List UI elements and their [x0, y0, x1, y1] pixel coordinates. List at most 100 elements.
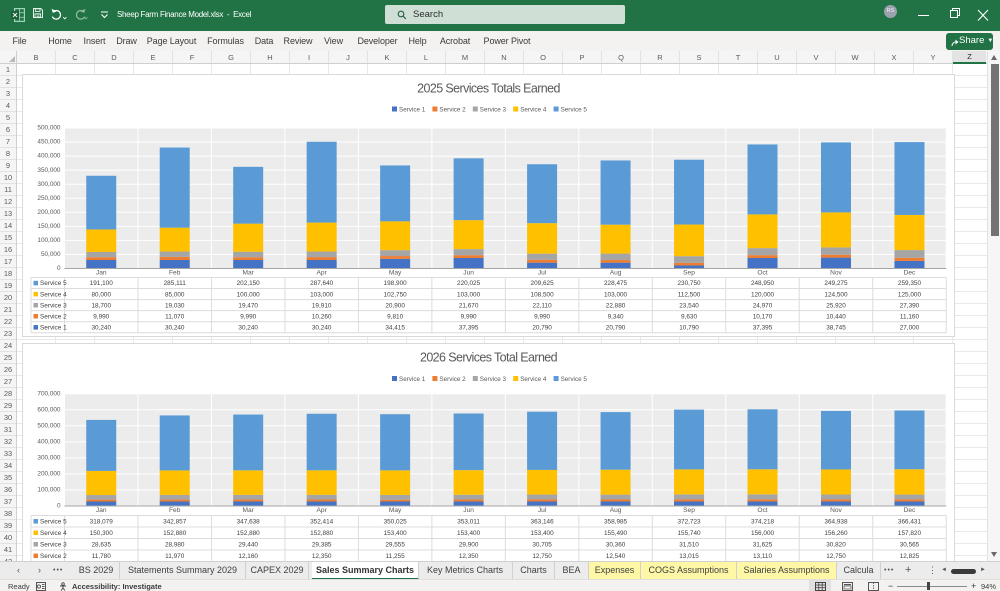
svg-text:Aug: Aug: [609, 507, 621, 514]
svg-text:80,000: 80,000: [91, 291, 111, 298]
svg-text:9,990: 9,990: [534, 313, 550, 320]
svg-text:21,670: 21,670: [458, 302, 478, 309]
svg-text:155,490: 155,490: [604, 530, 628, 537]
svg-text:12,750: 12,750: [532, 553, 552, 560]
svg-text:13,015: 13,015: [679, 553, 699, 560]
svg-text:Service 3: Service 3: [479, 376, 506, 383]
svg-text:112,500: 112,500: [677, 291, 700, 298]
svg-text:Service 3: Service 3: [40, 541, 67, 548]
svg-text:30,705: 30,705: [532, 541, 552, 548]
svg-text:Jun: Jun: [463, 269, 474, 276]
svg-text:Service 5: Service 5: [560, 376, 587, 383]
svg-text:Feb: Feb: [169, 269, 181, 276]
svg-text:353,011: 353,011: [457, 518, 480, 525]
svg-text:350,000: 350,000: [37, 166, 61, 173]
svg-text:11,255: 11,255: [385, 553, 405, 560]
svg-text:30,820: 30,820: [826, 541, 846, 548]
svg-text:125,000: 125,000: [897, 291, 921, 298]
svg-text:19,910: 19,910: [311, 302, 331, 309]
svg-text:Dec: Dec: [903, 269, 915, 276]
svg-text:Service 1: Service 1: [40, 324, 67, 331]
svg-text:Mar: Mar: [242, 507, 254, 514]
svg-text:9,990: 9,990: [240, 313, 256, 320]
svg-text:50,000: 50,000: [40, 251, 60, 258]
svg-text:152,880: 152,880: [163, 530, 187, 537]
svg-text:May: May: [388, 269, 401, 276]
svg-text:153,400: 153,400: [530, 530, 554, 537]
svg-text:Service 4: Service 4: [520, 106, 547, 113]
svg-text:228,475: 228,475: [604, 280, 628, 287]
svg-text:374,218: 374,218: [750, 518, 774, 525]
svg-text:11,780: 11,780: [91, 553, 111, 560]
svg-text:9,990: 9,990: [460, 313, 476, 320]
svg-text:Service 4: Service 4: [40, 530, 67, 537]
svg-text:37,395: 37,395: [458, 324, 478, 331]
svg-text:155,740: 155,740: [677, 530, 701, 537]
svg-text:20,900: 20,900: [385, 302, 405, 309]
svg-text:10,170: 10,170: [752, 313, 772, 320]
svg-text:300,000: 300,000: [37, 180, 61, 187]
svg-text:12,350: 12,350: [458, 553, 478, 560]
svg-text:202,150: 202,150: [236, 280, 260, 287]
svg-text:Service 3: Service 3: [40, 302, 67, 309]
svg-text:20,790: 20,790: [532, 324, 552, 331]
svg-text:Jan: Jan: [95, 507, 106, 514]
svg-text:108,500: 108,500: [530, 291, 554, 298]
svg-text:31,510: 31,510: [679, 541, 699, 548]
svg-text:153,400: 153,400: [383, 530, 407, 537]
svg-text:31,625: 31,625: [752, 541, 772, 548]
svg-text:209,625: 209,625: [530, 280, 554, 287]
svg-text:10,260: 10,260: [311, 313, 331, 320]
svg-text:Jun: Jun: [463, 507, 474, 514]
svg-text:Service 2: Service 2: [439, 106, 466, 113]
svg-text:34,415: 34,415: [385, 324, 405, 331]
svg-text:150,300: 150,300: [89, 530, 113, 537]
svg-text:103,000: 103,000: [457, 291, 481, 298]
svg-text:10,440: 10,440: [826, 313, 846, 320]
svg-text:29,440: 29,440: [238, 541, 258, 548]
svg-text:248,950: 248,950: [750, 280, 774, 287]
svg-text:20,790: 20,790: [605, 324, 625, 331]
svg-text:2026 Services Total Earned: 2026 Services Total Earned: [419, 351, 557, 365]
svg-text:352,414: 352,414: [310, 518, 334, 525]
svg-text:400,000: 400,000: [37, 152, 61, 159]
svg-text:11,970: 11,970: [165, 553, 185, 560]
svg-text:30,240: 30,240: [164, 324, 184, 331]
svg-text:100,000: 100,000: [236, 291, 260, 298]
svg-text:18,700: 18,700: [91, 302, 111, 309]
svg-text:Jul: Jul: [537, 269, 546, 276]
svg-text:28,635: 28,635: [91, 541, 111, 548]
svg-text:Sep: Sep: [683, 269, 695, 276]
svg-text:300,000: 300,000: [37, 454, 61, 461]
svg-text:120,000: 120,000: [750, 291, 774, 298]
svg-text:250,000: 250,000: [37, 194, 61, 201]
svg-text:103,000: 103,000: [310, 291, 334, 298]
svg-text:29,385: 29,385: [311, 541, 331, 548]
svg-text:450,000: 450,000: [37, 138, 61, 145]
svg-text:156,000: 156,000: [750, 530, 774, 537]
svg-text:9,630: 9,630: [681, 313, 697, 320]
svg-text:13,110: 13,110: [752, 553, 772, 560]
svg-text:12,825: 12,825: [899, 553, 919, 560]
svg-text:12,750: 12,750: [826, 553, 846, 560]
svg-text:347,638: 347,638: [236, 518, 260, 525]
svg-text:259,350: 259,350: [897, 280, 921, 287]
svg-text:2025 Services Totals Earned: 2025 Services Totals Earned: [417, 81, 560, 95]
svg-text:9,990: 9,990: [93, 313, 109, 320]
svg-text:285,111: 285,111: [163, 280, 186, 287]
svg-text:38,745: 38,745: [826, 324, 846, 331]
svg-text:Apr: Apr: [316, 507, 327, 514]
svg-text:Service 4: Service 4: [520, 376, 547, 383]
svg-text:500,000: 500,000: [37, 124, 61, 131]
svg-text:0: 0: [56, 265, 60, 272]
svg-text:May: May: [388, 507, 401, 514]
svg-text:200,000: 200,000: [37, 471, 61, 478]
svg-text:30,360: 30,360: [605, 541, 625, 548]
svg-text:Aug: Aug: [609, 269, 621, 276]
svg-text:318,079: 318,079: [89, 518, 113, 525]
svg-text:100,000: 100,000: [37, 487, 61, 494]
svg-text:150,000: 150,000: [37, 222, 61, 229]
svg-text:0: 0: [56, 503, 60, 510]
svg-text:11,070: 11,070: [165, 313, 185, 320]
svg-text:Mar: Mar: [242, 269, 254, 276]
